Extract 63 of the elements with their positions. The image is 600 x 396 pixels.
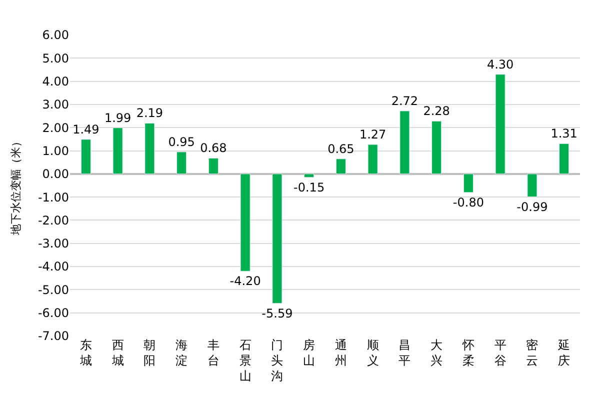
x-tick-label: 丰台 [207,338,220,368]
x-tick-label: 大兴 [430,338,443,368]
data-label: 2.72 [391,94,418,108]
bar [432,120,442,174]
bar [240,174,250,272]
bar [400,110,410,174]
y-tick-label: 1.00 [42,144,69,158]
bar [495,74,506,174]
bar [176,152,187,174]
bar [272,174,282,304]
x-tick-label: 海淀 [176,338,188,368]
y-axis-title: 地下水位变幅（米） [10,136,23,236]
y-tick-label: -5.00 [38,282,69,297]
x-tick-label: 通州 [334,338,347,368]
x-tick-label: 房山 [303,338,316,368]
x-tick-label: 平谷 [494,338,506,368]
bar [527,174,538,198]
bar [368,144,378,174]
data-label: -0.99 [516,200,548,214]
x-tick-label: 东城 [78,338,92,368]
y-tick-label: -2.00 [38,213,69,228]
y-tick-label: -1.00 [38,190,69,204]
x-tick-label: 怀柔 [461,338,474,368]
bar [559,143,570,174]
data-label: 1.49 [72,122,100,136]
y-tick-label: -7.00 [38,329,69,344]
y-tick-label: 4.00 [42,74,69,89]
y-tick-label: 5.00 [42,51,69,66]
data-label: -4.20 [230,274,261,288]
data-label: 1.27 [359,128,386,142]
data-label: -0.15 [294,180,325,194]
data-label: 0.65 [328,142,354,156]
bar [144,122,155,174]
bar [463,174,474,193]
x-tick-label: 延庆 [557,338,570,368]
x-tick-label: 顺义 [366,338,379,368]
data-label: -0.80 [452,195,484,210]
y-tick-label: 6.00 [42,28,69,42]
data-label: 2.28 [423,104,450,118]
x-tick-label: 昌平 [398,338,411,368]
data-label: 0.95 [168,134,195,149]
y-tick-label: 2.00 [42,120,69,135]
y-tick-label: -4.00 [38,260,69,274]
data-label: 1.99 [104,110,132,125]
bar [80,139,91,174]
bar [208,158,218,174]
bar [336,158,346,174]
y-tick-label: 0.00 [42,167,69,182]
y-tick-label: -3.00 [38,236,69,251]
data-label: 2.19 [136,106,164,120]
data-label: 1.31 [550,126,578,141]
y-tick-label: -6.00 [38,306,69,320]
data-label: 0.68 [200,141,227,156]
x-tick-label: 石景山 [239,338,252,384]
x-tick-label: 门头沟 [271,338,284,384]
bar [112,128,123,174]
x-tick-label: 西城 [110,338,124,368]
data-label: -5.59 [262,306,293,320]
x-tick-label: 密云 [526,338,538,368]
bar [304,174,314,178]
y-tick-label: 3.00 [42,98,69,112]
data-label: 4.30 [486,57,514,72]
x-tick-label: 朝阳 [144,338,156,368]
